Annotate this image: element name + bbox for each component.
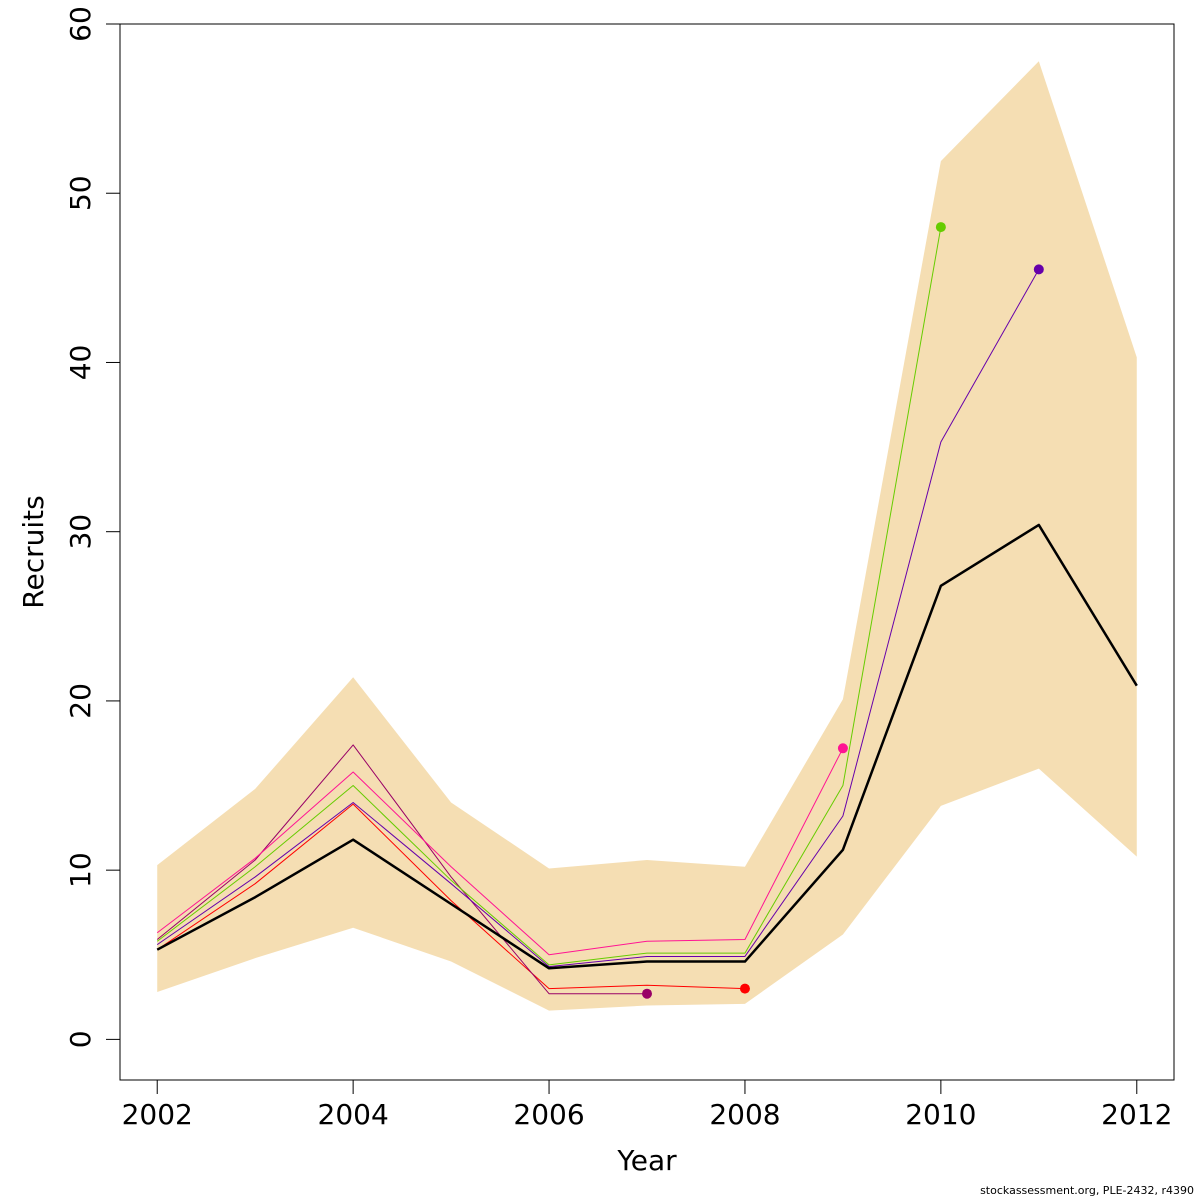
y-tick-label-40: 40 — [64, 345, 97, 381]
series-endpoint-5 — [1033, 264, 1044, 275]
y-tick-label-50: 50 — [64, 175, 97, 211]
y-tick-label-30: 30 — [64, 514, 97, 550]
x-tick-label-2012: 2012 — [1101, 1098, 1172, 1131]
series-line-0 — [156, 523, 1138, 970]
y-axis-label: Recruits — [17, 495, 50, 608]
series-endpoint-3 — [837, 743, 848, 754]
y-tick-label-60: 60 — [64, 6, 97, 42]
x-tick-label-2002: 2002 — [122, 1098, 193, 1131]
x-tick-label-2006: 2006 — [513, 1098, 584, 1131]
x-axis-label: Year — [616, 1144, 677, 1177]
series-line-5 — [156, 269, 1040, 968]
y-axis: 0 10 20 30 40 50 60 — [64, 6, 121, 1048]
series-layer — [156, 226, 1138, 995]
series-endpoint-2 — [642, 988, 652, 999]
confidence-band-layer — [157, 61, 1137, 1011]
series-endpoint-1 — [739, 983, 750, 994]
x-axis: 2002 2004 2006 2008 2010 2012 — [122, 1079, 1172, 1131]
x-tick-label-2008: 2008 — [709, 1098, 780, 1131]
series-line-4 — [156, 226, 942, 966]
series-line-2 — [156, 744, 647, 995]
series-line-3 — [156, 748, 844, 956]
endpoint-markers-layer — [642, 222, 1044, 999]
y-tick-label-20: 20 — [64, 683, 97, 719]
x-tick-label-2004: 2004 — [318, 1098, 389, 1131]
source-credit: stockassessment.org, PLE-2432, r4390 — [980, 1184, 1194, 1197]
series-endpoint-4 — [935, 222, 946, 233]
series-line-1 — [156, 803, 745, 990]
x-tick-label-2010: 2010 — [905, 1098, 976, 1131]
y-tick-label-0: 0 — [64, 1030, 97, 1048]
confidence-band — [157, 61, 1137, 1011]
y-tick-label-10: 10 — [64, 852, 97, 888]
